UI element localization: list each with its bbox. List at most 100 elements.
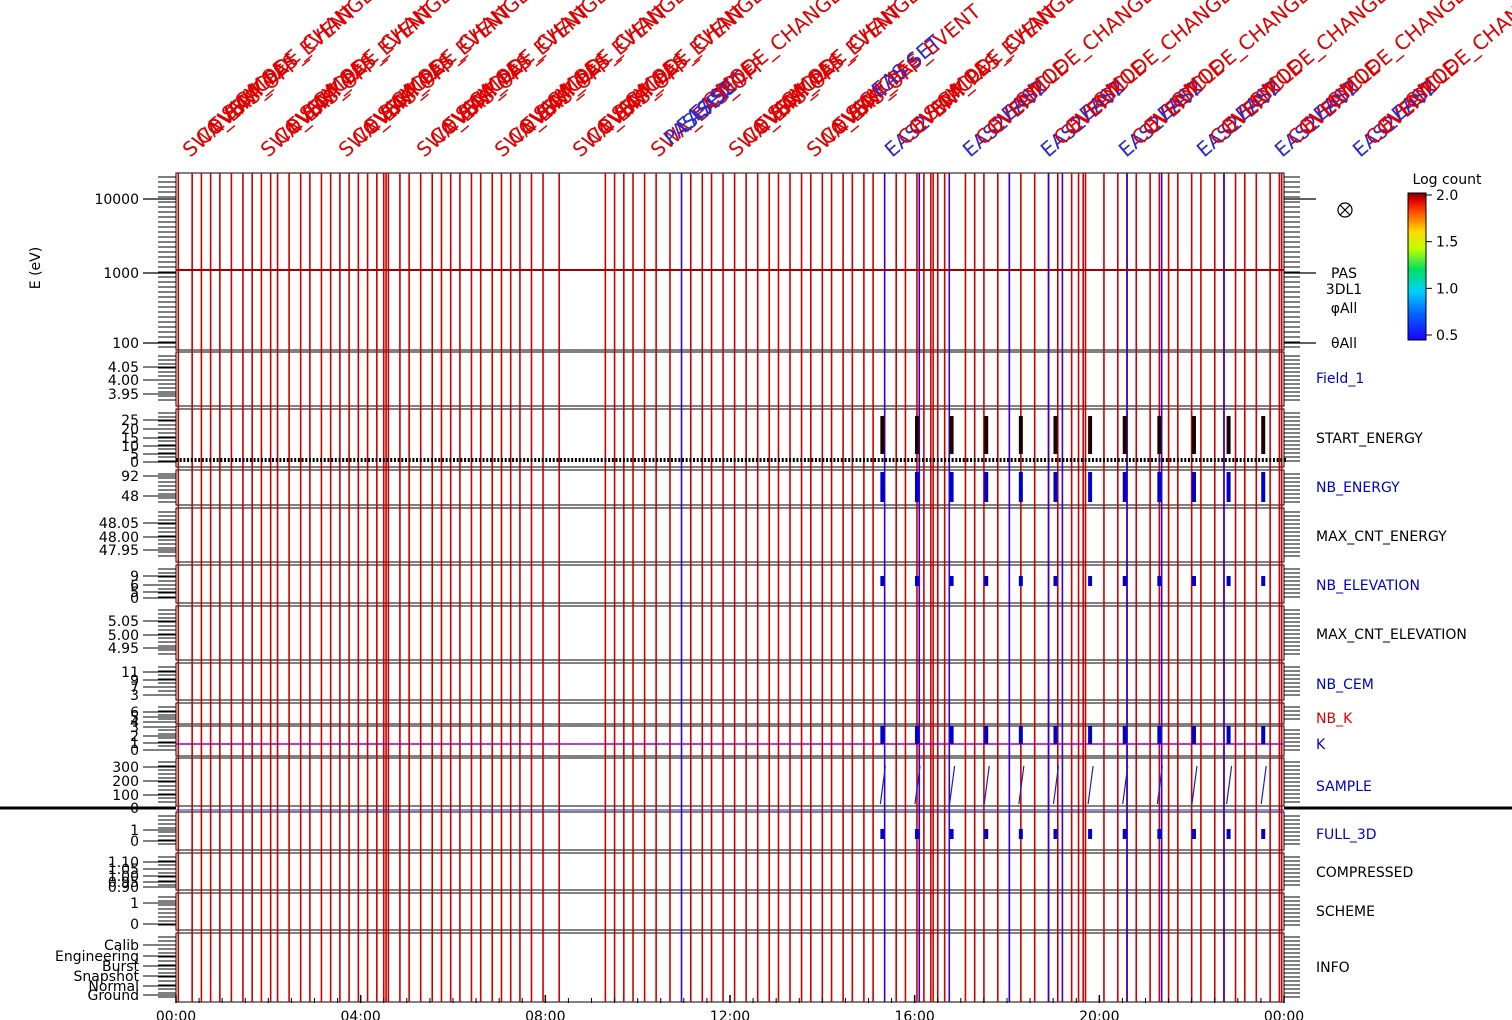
start-energy-dot — [899, 458, 902, 462]
panel-scheme-name: SCHEME — [1316, 904, 1375, 920]
start-energy-dot — [382, 458, 385, 462]
start-energy-dot — [840, 458, 843, 462]
start-energy-dot — [345, 458, 348, 462]
sample-ramp — [1191, 765, 1198, 805]
pas-side-label-line-3: φAll — [1331, 301, 1358, 317]
start-energy-dot — [364, 458, 367, 462]
panel-scheme-frame — [175, 892, 1285, 931]
start-energy-dot — [789, 458, 792, 462]
nb-elevation-spike — [984, 576, 989, 586]
start-energy-dot — [1066, 458, 1069, 462]
start-energy-dot — [1106, 458, 1109, 462]
start-energy-dot — [604, 458, 607, 462]
start-energy-dot — [585, 458, 588, 462]
start-energy-dot — [851, 458, 854, 462]
k-spike — [1122, 726, 1127, 744]
start-energy-dot — [1239, 458, 1242, 462]
start-energy-dot — [944, 458, 947, 462]
colorbar-tick-label: 1.5 — [1436, 235, 1458, 251]
start-energy-dot — [1136, 458, 1139, 462]
start-energy-dot — [689, 458, 692, 462]
panel-compressed-frame — [175, 852, 1285, 891]
panel-info-tick-label: Ground — [88, 988, 140, 1004]
sample-ramp — [1122, 765, 1129, 805]
start-energy-spike — [984, 416, 989, 454]
start-energy-dot — [360, 458, 363, 462]
start-energy-dot — [955, 458, 958, 462]
nb-elevation-spike — [1122, 576, 1127, 586]
start-energy-dot — [903, 458, 906, 462]
axes: E (eV) 1000010001004.054.003.95252015105… — [28, 176, 1316, 1020]
energy-tick-label: 1000 — [103, 266, 139, 282]
start-energy-dot — [1139, 458, 1142, 462]
panel-scheme-tick-label: 1 — [130, 896, 139, 912]
start-energy-dot — [947, 458, 950, 462]
start-energy-dot — [637, 458, 640, 462]
start-energy-dot — [870, 458, 873, 462]
start-energy-dot — [1206, 458, 1209, 462]
start-energy-dot — [885, 458, 888, 462]
start-energy-dot — [342, 458, 345, 462]
start-energy-dot — [297, 458, 300, 462]
start-energy-dot — [770, 458, 773, 462]
start-energy-dot — [973, 458, 976, 462]
panel-nb-energy-tick-label: 92 — [121, 469, 139, 485]
colorbar-gradient — [1407, 192, 1427, 341]
start-energy-dot — [859, 458, 862, 462]
start-energy-dot — [368, 458, 371, 462]
panel-max-cnt-energy-tick-label: 48.00 — [99, 530, 139, 546]
start-energy-dot — [715, 458, 718, 462]
start-energy-dot — [648, 458, 651, 462]
start-energy-dot — [766, 458, 769, 462]
start-energy-dot — [678, 458, 681, 462]
start-energy-dot — [892, 458, 895, 462]
panel-max-cnt-elevation-frame — [175, 605, 1285, 661]
energy-tick-label: 10000 — [94, 192, 139, 208]
start-energy-dot — [1143, 458, 1146, 462]
start-energy-dot — [1210, 458, 1213, 462]
panel-start-energy-tick-label: 15 — [121, 431, 139, 447]
start-energy-dot — [212, 458, 215, 462]
start-energy-spike — [1191, 416, 1196, 454]
panel-field-1-tick-label: 4.05 — [108, 360, 139, 376]
start-energy-dot — [907, 458, 910, 462]
start-energy-dot — [467, 458, 470, 462]
data-marks — [0, 269, 1512, 839]
start-energy-dot — [670, 458, 673, 462]
start-energy-dot — [1191, 458, 1194, 462]
panel-nb-elevation-tick-label: 9 — [130, 569, 139, 585]
start-energy-dot — [246, 458, 249, 462]
start-energy-dot — [283, 458, 286, 462]
start-energy-spike — [1226, 416, 1231, 454]
start-energy-dot — [401, 458, 404, 462]
full-3d-spike — [1157, 829, 1162, 839]
sample-ramp — [1156, 765, 1163, 805]
k-spike — [1157, 726, 1162, 744]
start-energy-dot — [504, 458, 507, 462]
start-energy-dot — [1073, 458, 1076, 462]
panel-nb-energy-frame — [175, 469, 1285, 506]
panel-info-name: INFO — [1316, 960, 1350, 976]
start-energy-dot — [194, 458, 197, 462]
start-energy-dot — [430, 458, 433, 462]
panel-nb-cem-name: NB_CEM — [1316, 677, 1374, 693]
start-energy-dot — [320, 458, 323, 462]
event-labels: SWA_EAS_OFFCOVEREVENTSWA_PAS_EVENTCYCLEM… — [178, 0, 1512, 162]
colorbar-tick-label: 0.5 — [1436, 328, 1458, 344]
start-energy-dot — [582, 458, 585, 462]
start-energy-dot — [486, 458, 489, 462]
nb-energy-spike — [1088, 472, 1093, 502]
panel-compressed-name: COMPRESSED — [1316, 865, 1413, 881]
nb-elevation-spike — [1053, 576, 1058, 586]
k-spike — [880, 726, 885, 744]
start-energy-dot — [726, 458, 729, 462]
start-energy-dot — [711, 458, 714, 462]
panel-compressed-tick-label: 1.05 — [108, 862, 139, 878]
start-energy-dot — [755, 458, 758, 462]
nb-energy-spike — [914, 472, 919, 502]
start-energy-dot — [1069, 458, 1072, 462]
start-energy-dot — [301, 458, 304, 462]
energy-axis-label: E (eV) — [28, 247, 44, 289]
start-energy-dot — [541, 458, 544, 462]
start-energy-dot — [224, 458, 227, 462]
